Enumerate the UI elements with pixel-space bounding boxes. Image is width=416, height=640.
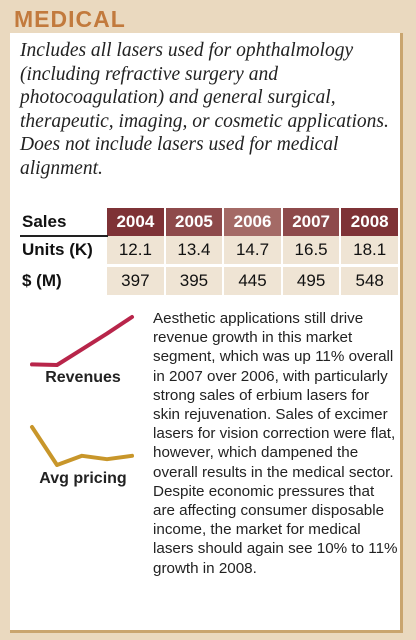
section-title: MEDICAL — [14, 6, 126, 32]
table-header-label: Sales — [18, 208, 108, 236]
table-cell: 397 — [107, 267, 166, 295]
year-header: 2006 — [224, 208, 283, 236]
year-header: 2005 — [165, 208, 225, 236]
table-cell: 12.1 — [107, 236, 166, 267]
avg-pricing-sparkline — [30, 425, 134, 467]
revenues-sparkline — [30, 315, 134, 367]
row-label: Units (K) — [18, 236, 108, 267]
header-rule — [20, 235, 108, 237]
avg-pricing-line — [30, 425, 134, 467]
revenues-label: Revenues — [45, 369, 121, 386]
intro-text: Includes all lasers used for ophthalmolo… — [20, 40, 389, 179]
table-cell: 13.4 — [165, 236, 225, 267]
sales-table: Sales 2004 2005 2006 2007 2008 Units (K)… — [18, 208, 400, 295]
table-cell: 495 — [282, 267, 342, 295]
table-cell: 18.1 — [341, 236, 400, 267]
table-cell: 16.5 — [282, 236, 342, 267]
table-cell: 395 — [165, 267, 225, 295]
table-cell: 445 — [224, 267, 283, 295]
table-cell: 14.7 — [224, 236, 283, 267]
avg-pricing-label: Avg pricing — [39, 470, 127, 487]
table-cell: 548 — [341, 267, 400, 295]
row-label: $ (M) — [22, 271, 62, 290]
year-header: 2004 — [107, 208, 166, 236]
table-row: Units (K) 12.1 13.4 14.7 16.5 18.1 — [18, 236, 400, 267]
year-header: 2008 — [341, 208, 400, 236]
year-header: 2007 — [282, 208, 342, 236]
body-text: Aesthetic applications still drive reven… — [153, 310, 398, 577]
table-row: $ (M) 397 395 445 495 548 — [18, 267, 400, 295]
revenues-line — [30, 315, 134, 367]
table-header-row: Sales 2004 2005 2006 2007 2008 — [18, 208, 400, 236]
info-panel: Includes all lasers used for ophthalmolo… — [10, 33, 403, 633]
